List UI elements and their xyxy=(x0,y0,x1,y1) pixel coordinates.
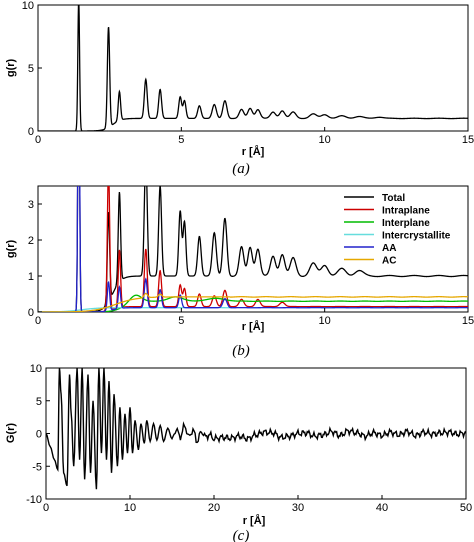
y-tick-label: 1 xyxy=(28,271,34,283)
panel-a-xlabel: r [Å] xyxy=(242,145,265,158)
x-tick-label: 0 xyxy=(35,315,41,327)
panel-b-lines xyxy=(38,186,468,312)
series-line-intraplane xyxy=(38,186,468,312)
legend-entry: Total xyxy=(382,193,405,204)
panel-c-lines xyxy=(46,368,466,490)
x-tick-label: 15 xyxy=(462,315,474,327)
panel-c-label: (c) xyxy=(233,528,250,542)
series-line-aa xyxy=(38,186,468,312)
y-tick-label: 10 xyxy=(22,0,34,12)
x-tick-label: 0 xyxy=(43,502,49,514)
panel-a-x-ticks: 0 5 10 15 xyxy=(35,127,474,146)
panel-b-x-ticks: 0 5 10 15 xyxy=(35,308,474,327)
panel-b-xlabel: r [Å] xyxy=(242,320,265,333)
legend-entry: Interplane xyxy=(382,218,430,229)
panel-b-y-ticks: 0 1 2 3 xyxy=(28,199,42,319)
panel-b-plot-frame xyxy=(37,185,469,313)
x-tick-label: 10 xyxy=(319,315,331,327)
legend-entry: Intercrystallite xyxy=(382,231,451,242)
y-tick-label: -10 xyxy=(26,494,42,506)
series-line-ac xyxy=(38,292,468,312)
panel-c-x-ticks: 0 10 20 30 40 50 xyxy=(43,495,472,514)
legend-entry: AA xyxy=(382,243,396,254)
x-tick-label: 40 xyxy=(376,502,388,514)
y-tick-label: -5 xyxy=(32,461,42,473)
y-tick-label: 0 xyxy=(36,429,42,441)
series-line xyxy=(46,368,466,490)
legend-entry: AC xyxy=(382,256,396,267)
y-tick-label: 2 xyxy=(28,235,34,247)
x-tick-label: 5 xyxy=(178,134,184,146)
y-tick-label: 5 xyxy=(36,396,42,408)
panel-c-ylabel: G(r) xyxy=(5,423,17,444)
y-tick-label: 0 xyxy=(28,307,34,319)
panel-a-y-ticks: 0 5 10 xyxy=(22,0,42,138)
panel-a-lines xyxy=(38,5,468,131)
x-tick-label: 10 xyxy=(124,502,136,514)
panel-a: 0 5 10 15 0 5 10 r [Å] g(r) (a) xyxy=(5,0,474,177)
series-line xyxy=(38,5,468,131)
y-tick-label: 10 xyxy=(30,363,42,375)
y-tick-label: 3 xyxy=(28,199,34,211)
y-tick-label: 0 xyxy=(28,126,34,138)
x-tick-label: 20 xyxy=(208,502,220,514)
panel-a-label: (a) xyxy=(232,161,250,177)
x-tick-label: 30 xyxy=(292,502,304,514)
panel-b-ylabel: g(r) xyxy=(5,240,17,259)
panel-a-ylabel: g(r) xyxy=(5,59,17,78)
series-line-interplane xyxy=(38,294,468,312)
legend-entry: Intraplane xyxy=(382,206,430,217)
y-tick-label: 5 xyxy=(28,63,34,75)
panel-b-label: (b) xyxy=(232,343,250,359)
panel-c-xlabel: r [Å] xyxy=(243,514,266,527)
x-tick-label: 5 xyxy=(178,315,184,327)
panel-c-y-ticks: 10 5 0 -5 -10 xyxy=(26,363,50,506)
x-tick-label: 15 xyxy=(462,134,474,146)
x-tick-label: 10 xyxy=(319,134,331,146)
x-tick-label: 0 xyxy=(35,134,41,146)
x-tick-label: 50 xyxy=(460,502,472,514)
